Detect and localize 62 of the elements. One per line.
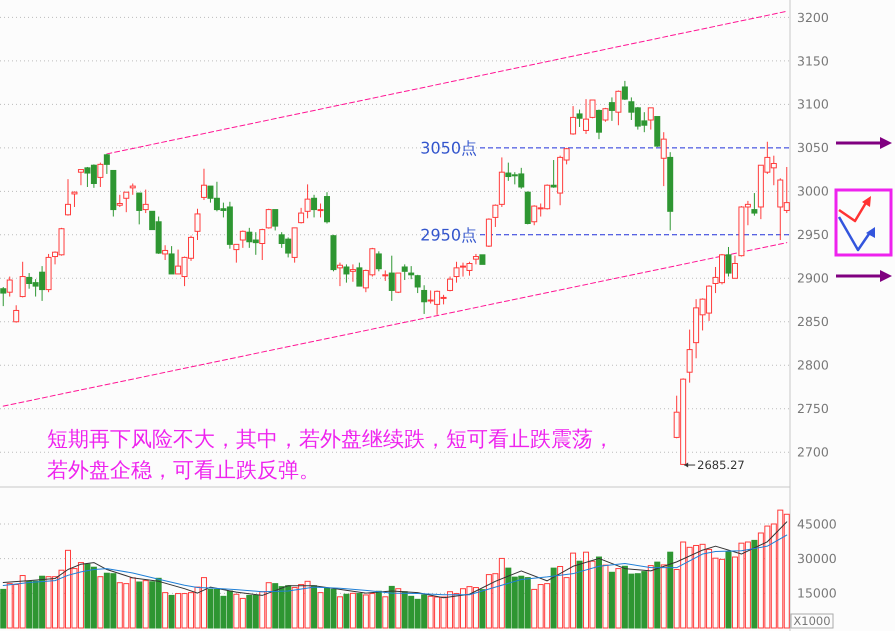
candlestick <box>162 244 168 261</box>
y-tick-label: 2900 <box>797 270 829 286</box>
y-tick-label: 15000 <box>797 586 837 601</box>
candlestick <box>686 329 693 384</box>
bar <box>356 593 362 628</box>
y-tick-label: 3150 <box>797 53 829 68</box>
candlestick <box>318 202 324 218</box>
bar <box>660 564 667 628</box>
bar <box>576 560 583 628</box>
annotation: 短期再下风险不大，其中，若外盘继续跌，短可看止跌震荡， <box>47 427 614 451</box>
bar <box>596 556 602 628</box>
y-tick-label: 45000 <box>797 516 837 532</box>
y-tick-label: 2750 <box>797 401 829 416</box>
y-tick-label: 3000 <box>797 184 829 199</box>
bar <box>751 540 758 628</box>
ref-line-label: 3050点 <box>420 138 477 158</box>
bar <box>97 576 104 628</box>
y-tick-label: 3050 <box>797 140 829 156</box>
bar <box>0 588 6 628</box>
line-series <box>2 521 788 598</box>
bar <box>608 572 615 628</box>
bar <box>725 550 732 628</box>
bar <box>311 585 318 628</box>
y-tick-label: 3100 <box>797 96 829 112</box>
bar <box>136 582 142 628</box>
annotation: 2685.27 <box>697 458 745 472</box>
bar <box>388 586 395 628</box>
candlestick <box>454 261 460 284</box>
y-tick-label: 2800 <box>797 358 829 373</box>
y-tick-label: 3200 <box>797 10 829 25</box>
bar <box>168 594 175 628</box>
bar <box>318 592 324 628</box>
bar <box>648 565 654 628</box>
bar <box>376 590 382 628</box>
candlestick <box>667 152 674 231</box>
bar <box>336 596 343 628</box>
bar <box>654 562 660 628</box>
bar <box>382 596 388 628</box>
bar <box>142 580 149 628</box>
y-tick-label: 2950 <box>797 227 829 242</box>
candlestick <box>194 208 200 241</box>
bar <box>667 552 674 628</box>
bar <box>479 589 486 628</box>
candlestick <box>660 132 667 187</box>
bar <box>343 594 350 628</box>
y-tick-label: 2700 <box>797 444 829 460</box>
candlestick <box>388 255 395 302</box>
bar <box>615 568 622 628</box>
bar <box>602 564 608 628</box>
ref-line-label: 2950点 <box>420 225 477 244</box>
candlestick <box>421 284 428 314</box>
y-tick-label: 30000 <box>797 551 837 566</box>
line-series <box>2 534 788 596</box>
bar <box>550 568 557 628</box>
annotation: 若外盘企稳，可看止跌反弹。 <box>47 458 320 482</box>
y-tick-label: 2850 <box>797 314 829 330</box>
bar <box>350 592 356 628</box>
bar <box>395 588 402 628</box>
candlestick <box>304 184 311 219</box>
bar <box>162 592 168 628</box>
candlestick <box>576 109 583 128</box>
text: X1000 <box>793 614 831 628</box>
